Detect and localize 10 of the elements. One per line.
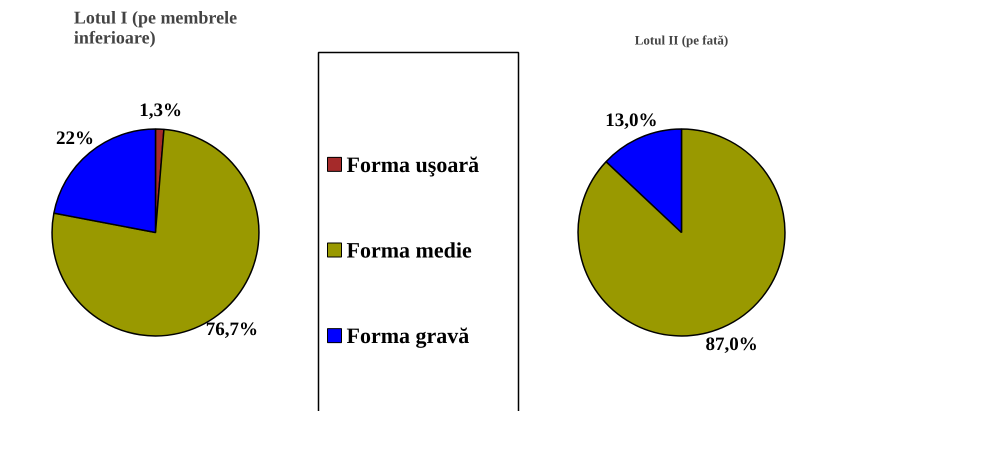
data-label: 76,7% xyxy=(206,319,258,340)
legend-label: Forma uşoară xyxy=(346,152,480,177)
data-label: 87,0% xyxy=(706,334,758,356)
data-label: 22% xyxy=(56,128,94,149)
chart-title: Lotul I (pe membrele inferioare) xyxy=(74,8,238,48)
legend-label: Forma medie xyxy=(346,238,472,262)
legend-label: Forma gravă xyxy=(346,323,470,348)
chart-title: Lotul II (pe fată) xyxy=(634,32,728,48)
data-label: 13,0% xyxy=(605,110,658,131)
data-label: 1,3% xyxy=(139,100,182,122)
